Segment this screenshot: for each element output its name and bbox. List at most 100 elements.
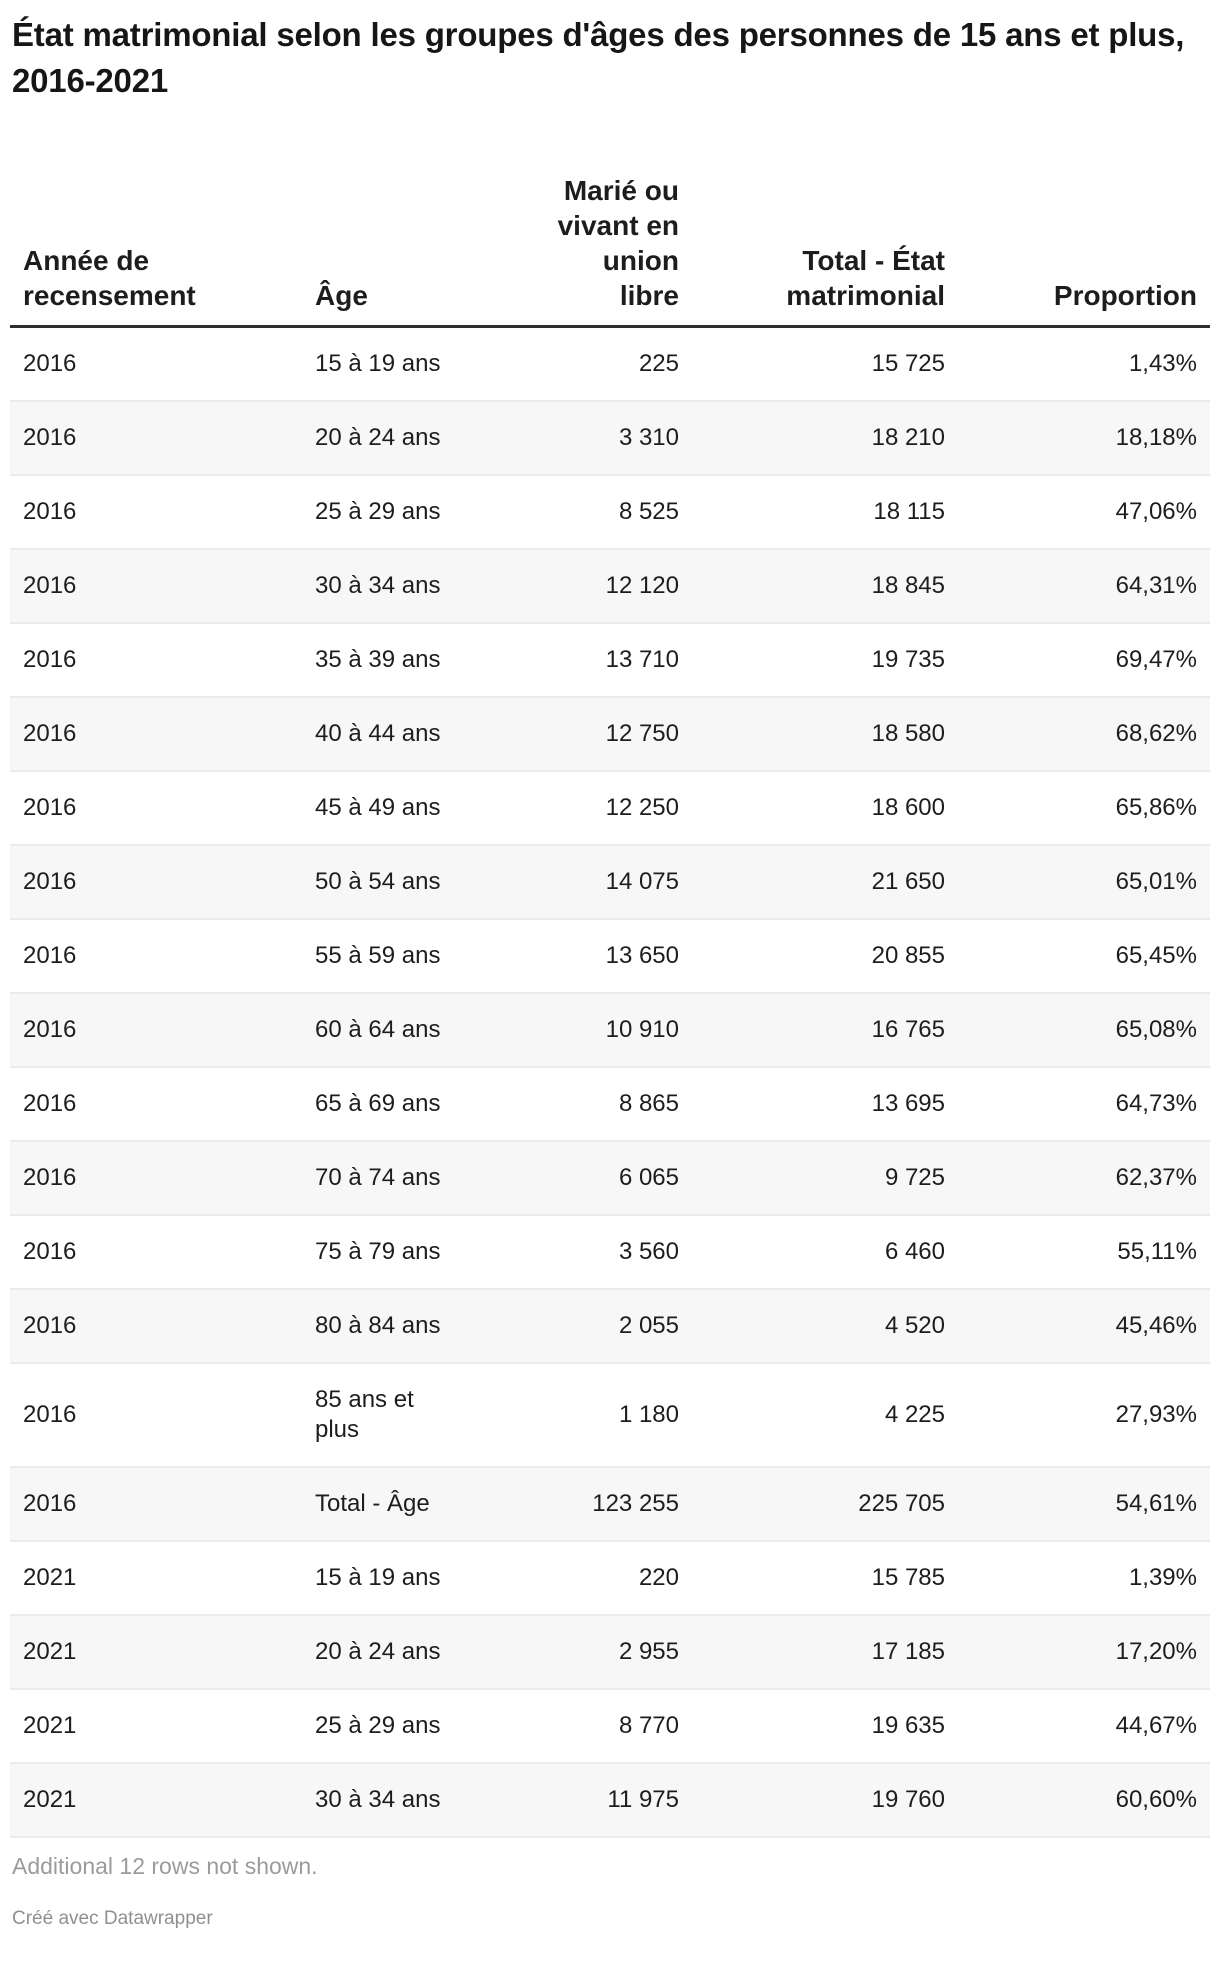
table-cell: 64,31% <box>1115 572 1197 599</box>
table-row: 2016 55 à 59 ans 13 650 20 855 65,45% <box>10 919 1210 993</box>
table-cell: 6 065 <box>618 1164 679 1191</box>
table-cell: 40 à 44 ans <box>315 720 441 747</box>
table-cell: 2016 <box>23 942 77 969</box>
column-header-age: Âge <box>302 144 472 328</box>
table-cell: 20 855 <box>871 942 945 969</box>
table-cell: 9 725 <box>884 1164 945 1191</box>
table-cell: 1,39% <box>1128 1564 1197 1591</box>
table-cell: 2016 <box>23 424 77 451</box>
column-header-label: Âge <box>315 280 368 311</box>
table-cell: 18 600 <box>871 794 945 821</box>
table-cell: 18,18% <box>1115 424 1197 451</box>
table-cell: 2016 <box>23 720 77 747</box>
table-cell: 12 750 <box>605 720 679 747</box>
table-cell: 14 075 <box>605 868 679 895</box>
table-row: 2021 20 à 24 ans 2 955 17 185 17,20% <box>10 1615 1210 1689</box>
table-row: 2016 80 à 84 ans 2 055 4 520 45,46% <box>10 1289 1210 1363</box>
table-cell: 55,11% <box>1117 1238 1197 1265</box>
table-cell: 65,08% <box>1115 1016 1197 1043</box>
table-cell: 30 à 34 ans <box>315 1786 441 1813</box>
table-row: 2016 45 à 49 ans 12 250 18 600 65,86% <box>10 771 1210 845</box>
table-cell: 25 à 29 ans <box>315 1712 441 1739</box>
table-cell: 1 180 <box>618 1401 679 1428</box>
table-cell: 69,47% <box>1115 646 1197 673</box>
table-cell: 2 055 <box>618 1312 679 1339</box>
table-cell: 15 à 19 ans <box>315 350 441 377</box>
table-row: 2016 50 à 54 ans 14 075 21 650 65,01% <box>10 845 1210 919</box>
table-cell: 85 ans et plus <box>315 1386 414 1443</box>
datawrapper-byline-link[interactable]: Créé avec Datawrapper <box>12 1908 213 1929</box>
table-cell: 2021 <box>23 1564 77 1591</box>
table-cell: 44,67% <box>1115 1712 1197 1739</box>
table-row: 2016 70 à 74 ans 6 065 9 725 62,37% <box>10 1141 1210 1215</box>
table-cell: 60,60% <box>1115 1786 1197 1813</box>
table-cell: 220 <box>638 1564 679 1591</box>
table-cell: 13 650 <box>605 942 679 969</box>
table-cell: 2021 <box>23 1638 77 1665</box>
table-header: Année de recensement Âge Marié ou vivant… <box>10 144 1210 328</box>
table-row: 2016 85 ans et plus 1 180 4 225 27,93% <box>10 1363 1210 1467</box>
table-cell: 3 310 <box>618 424 679 451</box>
table-row: 2016 20 à 24 ans 3 310 18 210 18,18% <box>10 401 1210 475</box>
table-cell: 1,43% <box>1128 350 1197 377</box>
table-row: 2021 30 à 34 ans 11 975 19 760 60,60% <box>10 1763 1210 1837</box>
table-cell: 12 120 <box>605 572 679 599</box>
table-cell: 50 à 54 ans <box>315 868 441 895</box>
table-row: 2016 60 à 64 ans 10 910 16 765 65,08% <box>10 993 1210 1067</box>
table-cell: 62,37% <box>1115 1164 1197 1191</box>
table-cell: 123 255 <box>592 1490 679 1517</box>
table-cell: 18 845 <box>871 572 945 599</box>
table-cell: 65,45% <box>1115 942 1197 969</box>
column-header-total-etat-matrimonial: Total - État matrimonial <box>692 144 958 328</box>
table-cell: 17,20% <box>1115 1638 1197 1665</box>
column-header-marie-union-libre: Marié ou vivant en union libre <box>472 144 692 328</box>
table-cell: 2021 <box>23 1786 77 1813</box>
column-header-label: Total - État matrimonial <box>786 245 945 311</box>
table-cell: 8 865 <box>618 1090 679 1117</box>
table-cell: 55 à 59 ans <box>315 942 441 969</box>
page-title: État matrimonial selon les groupes d'âge… <box>12 16 1185 99</box>
table-cell: 45,46% <box>1115 1312 1197 1339</box>
table-row: 2016 15 à 19 ans 225 15 725 1,43% <box>10 327 1210 402</box>
table-cell: 75 à 79 ans <box>315 1238 441 1265</box>
table-row: 2016 75 à 79 ans 3 560 6 460 55,11% <box>10 1215 1210 1289</box>
table-cell: 13 710 <box>605 646 679 673</box>
table-cell: 2016 <box>23 1312 77 1339</box>
data-table: Année de recensement Âge Marié ou vivant… <box>10 144 1210 1838</box>
table-row: 2016 40 à 44 ans 12 750 18 580 68,62% <box>10 697 1210 771</box>
table-cell: 11 975 <box>607 1786 679 1813</box>
table-cell: 20 à 24 ans <box>315 1638 441 1665</box>
table-cell: 2016 <box>23 1401 77 1428</box>
table-cell: 2016 <box>23 350 77 377</box>
table-cell: 21 650 <box>871 868 945 895</box>
table-cell: 47,06% <box>1115 498 1197 525</box>
table-cell: 2021 <box>23 1712 77 1739</box>
table-cell: 15 785 <box>871 1564 945 1591</box>
table-cell: 13 695 <box>871 1090 945 1117</box>
table-cell: 35 à 39 ans <box>315 646 441 673</box>
table-cell: 4 520 <box>884 1312 945 1339</box>
table-cell: 30 à 34 ans <box>315 572 441 599</box>
column-header-label: Marié ou vivant en union libre <box>557 175 679 311</box>
table-cell: 16 765 <box>871 1016 945 1043</box>
table-cell: 8 525 <box>618 498 679 525</box>
table-cell: 19 635 <box>871 1712 945 1739</box>
table-cell: 20 à 24 ans <box>315 424 441 451</box>
table-cell: 10 910 <box>605 1016 679 1043</box>
table-cell: 54,61% <box>1115 1490 1197 1517</box>
table-cell: 25 à 29 ans <box>315 498 441 525</box>
column-header-label: Proportion <box>1053 280 1197 311</box>
table-cell: 2016 <box>23 1090 77 1117</box>
table-cell: 2 955 <box>618 1638 679 1665</box>
table-cell: 2016 <box>23 794 77 821</box>
table-cell: Total - Âge <box>315 1490 430 1517</box>
table-cell: 65,86% <box>1115 794 1197 821</box>
table-row: 2016 30 à 34 ans 12 120 18 845 64,31% <box>10 549 1210 623</box>
table-row: 2016 65 à 69 ans 8 865 13 695 64,73% <box>10 1067 1210 1141</box>
rows-not-shown-note: Additional 12 rows not shown. <box>12 1853 318 1879</box>
table-cell: 225 <box>638 350 679 377</box>
column-header-proportion: Proportion <box>958 144 1210 328</box>
table-cell: 64,73% <box>1115 1090 1197 1117</box>
table-row: 2021 25 à 29 ans 8 770 19 635 44,67% <box>10 1689 1210 1763</box>
table-cell: 18 115 <box>873 498 945 525</box>
